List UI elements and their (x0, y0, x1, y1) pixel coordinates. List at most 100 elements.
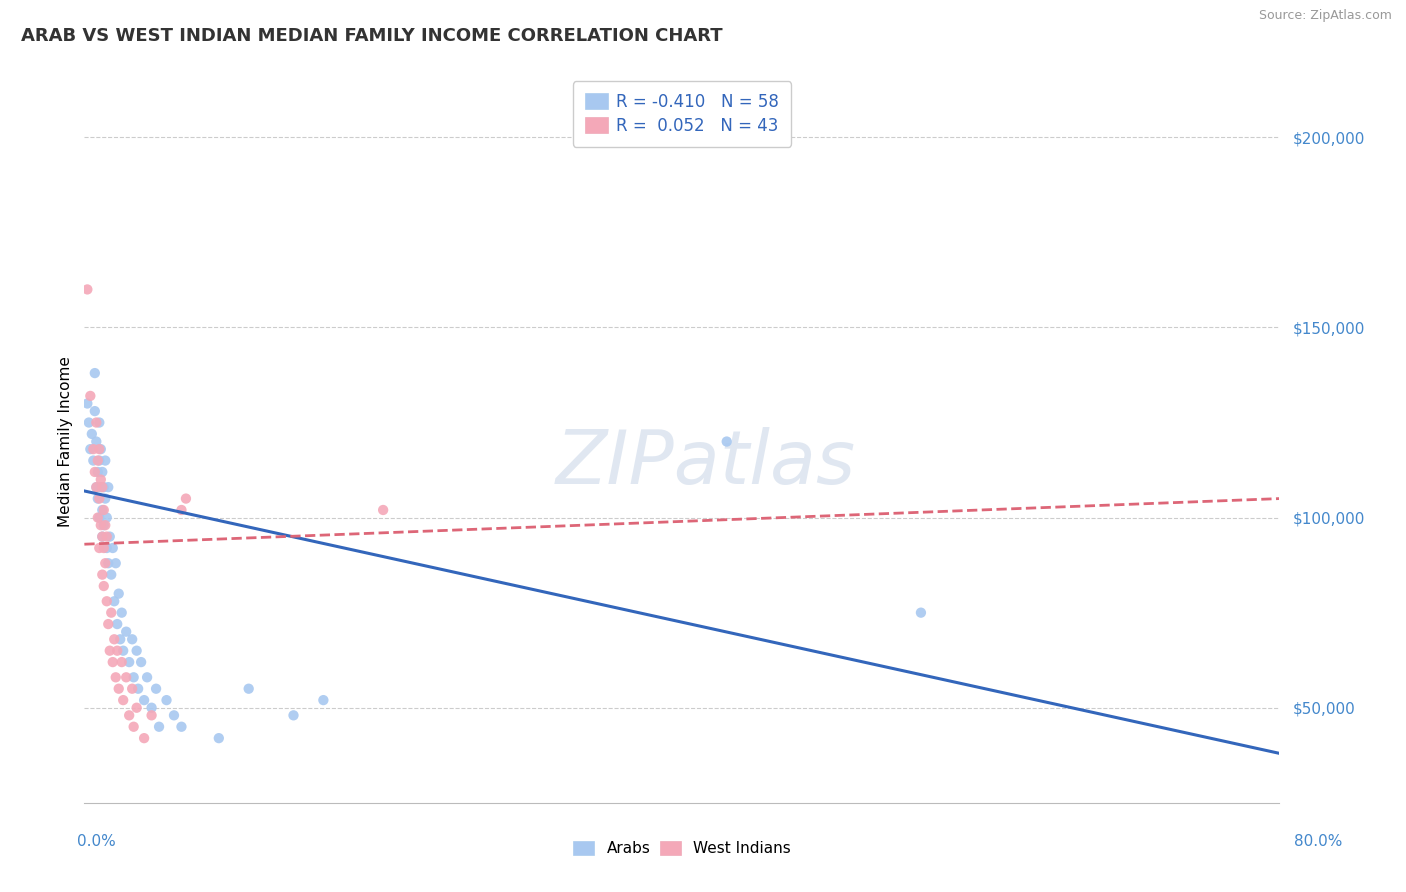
Point (136, 670, 159, 684)
Point (89, 510, 111, 524)
Point (87, 510, 110, 524)
Text: ZIPatlas: ZIPatlas (555, 427, 856, 500)
Point (98, 643, 121, 657)
Point (96, 530, 118, 544)
Point (132, 693, 156, 707)
Point (91, 503, 114, 517)
Point (104, 670, 127, 684)
Text: Source: ZipAtlas.com: Source: ZipAtlas.com (1258, 9, 1392, 22)
Point (112, 693, 135, 707)
Point (118, 708, 141, 723)
Point (83, 366, 105, 380)
Point (132, 731, 156, 746)
Point (101, 655, 124, 669)
Point (97, 480, 120, 494)
Point (96, 541, 118, 555)
Point (94, 491, 117, 506)
Point (112, 643, 135, 657)
Point (238, 681, 260, 696)
Point (145, 681, 167, 696)
Text: 80.0%: 80.0% (1295, 834, 1343, 849)
Point (89, 416, 111, 430)
Point (107, 681, 129, 696)
Point (87, 491, 110, 506)
Point (111, 655, 134, 669)
Y-axis label: Median Family Income: Median Family Income (58, 356, 73, 527)
Point (174, 491, 197, 506)
Point (170, 720, 193, 734)
Text: ARAB VS WEST INDIAN MEDIAN FAMILY INCOME CORRELATION CHART: ARAB VS WEST INDIAN MEDIAN FAMILY INCOME… (21, 27, 723, 45)
Point (208, 731, 231, 746)
Point (105, 643, 128, 657)
Point (87, 453, 110, 467)
Point (90, 473, 112, 487)
Point (110, 632, 132, 647)
Point (87, 465, 110, 479)
Point (79, 442, 101, 457)
Point (111, 606, 134, 620)
Point (89, 491, 111, 506)
Point (104, 556, 127, 570)
Point (83, 465, 105, 479)
Point (94, 518, 117, 533)
Point (93, 503, 115, 517)
Point (127, 681, 149, 696)
Point (86, 416, 108, 430)
Point (141, 700, 163, 714)
Point (79, 389, 101, 403)
Point (89, 541, 111, 555)
Point (86, 434, 108, 449)
Point (121, 632, 143, 647)
Point (163, 708, 186, 723)
Point (103, 632, 125, 647)
Legend: Arabs, West Indians: Arabs, West Indians (565, 833, 799, 863)
Point (91, 567, 114, 582)
Point (91, 530, 114, 544)
Point (93, 541, 115, 555)
Point (121, 681, 143, 696)
Point (122, 720, 145, 734)
Text: 0.0%: 0.0% (77, 834, 117, 849)
Point (910, 606, 932, 620)
Point (86, 480, 108, 494)
Point (90, 442, 112, 457)
Point (716, 434, 738, 449)
Point (148, 720, 170, 734)
Point (105, 617, 128, 632)
Point (90, 518, 112, 533)
Point (129, 655, 152, 669)
Point (89, 442, 111, 457)
Point (93, 518, 115, 533)
Point (96, 594, 118, 608)
Point (77, 416, 100, 430)
Point (122, 670, 145, 684)
Point (98, 530, 121, 544)
Point (155, 693, 177, 707)
Point (93, 579, 115, 593)
Point (107, 587, 129, 601)
Point (103, 594, 125, 608)
Point (125, 643, 148, 657)
Point (97, 617, 120, 632)
Point (93, 480, 115, 494)
Point (94, 556, 117, 570)
Point (90, 480, 112, 494)
Point (118, 655, 141, 669)
Point (125, 700, 148, 714)
Point (94, 453, 117, 467)
Point (89, 453, 111, 467)
Point (82, 453, 104, 467)
Point (101, 541, 124, 555)
Point (141, 708, 163, 723)
Point (80, 426, 103, 441)
Point (312, 693, 335, 707)
Point (91, 465, 114, 479)
Point (86, 480, 108, 494)
Point (91, 480, 114, 494)
Point (100, 606, 122, 620)
Point (170, 503, 193, 517)
Point (100, 567, 122, 582)
Point (76, 282, 98, 296)
Point (83, 404, 105, 418)
Point (373, 503, 395, 517)
